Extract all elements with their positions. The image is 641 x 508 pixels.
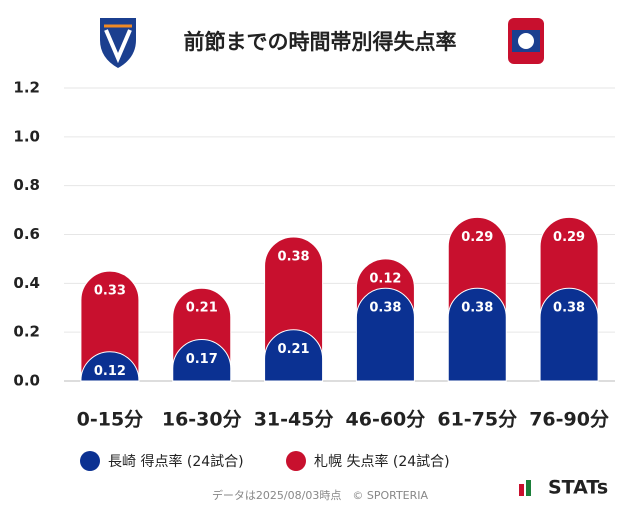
x-tick-label: 61-75分 xyxy=(437,409,517,431)
x-tick-label: 46-60分 xyxy=(346,409,426,431)
value-label: 0.17 xyxy=(186,352,218,367)
value-label: 0.38 xyxy=(369,301,401,316)
y-tick-label: 0.8 xyxy=(13,176,40,194)
legend-swatch xyxy=(80,451,100,471)
y-tick-label: 1.2 xyxy=(13,79,40,97)
value-label: 0.38 xyxy=(461,301,493,316)
bar-segment xyxy=(264,236,324,360)
x-tick-label: 16-30分 xyxy=(162,409,242,431)
home-logo xyxy=(100,18,136,68)
bar-segment xyxy=(447,287,507,382)
bar-segment xyxy=(355,287,415,382)
bar-segment xyxy=(539,287,599,382)
value-label: 0.33 xyxy=(94,284,126,299)
legend-label: 札幌 失点率 (24試合) xyxy=(314,453,450,470)
value-label: 0.12 xyxy=(94,364,126,379)
bar-segment xyxy=(264,329,324,382)
legend-label: 長崎 得点率 (24試合) xyxy=(108,453,244,470)
y-tick-label: 1.0 xyxy=(13,127,40,145)
bar-segment xyxy=(80,270,140,382)
away-logo xyxy=(508,18,544,64)
value-label: 0.21 xyxy=(186,301,218,316)
value-label: 0.29 xyxy=(553,230,585,245)
y-tick-label: 0.0 xyxy=(13,372,40,390)
x-tick-label: 0-15分 xyxy=(77,409,144,431)
brand-logo xyxy=(519,480,531,496)
chart-title: 前節までの時間帯別得失点率 xyxy=(184,30,457,54)
value-label: 0.12 xyxy=(369,271,401,286)
y-tick-label: 0.2 xyxy=(13,323,40,341)
value-label: 0.29 xyxy=(461,230,493,245)
bar-segment xyxy=(80,351,140,382)
value-label: 0.38 xyxy=(278,249,310,264)
y-tick-label: 0.6 xyxy=(13,225,40,243)
value-label: 0.21 xyxy=(278,342,310,357)
x-tick-label: 76-90分 xyxy=(529,409,609,431)
x-tick-label: 31-45分 xyxy=(254,409,334,431)
y-tick-label: 0.4 xyxy=(13,274,40,292)
bar-segment xyxy=(172,339,232,382)
brand: STATs xyxy=(548,477,608,499)
footer: データは2025/08/03時点 © SPORTERIA xyxy=(212,488,429,502)
value-label: 0.38 xyxy=(553,301,585,316)
legend-swatch xyxy=(286,451,306,471)
